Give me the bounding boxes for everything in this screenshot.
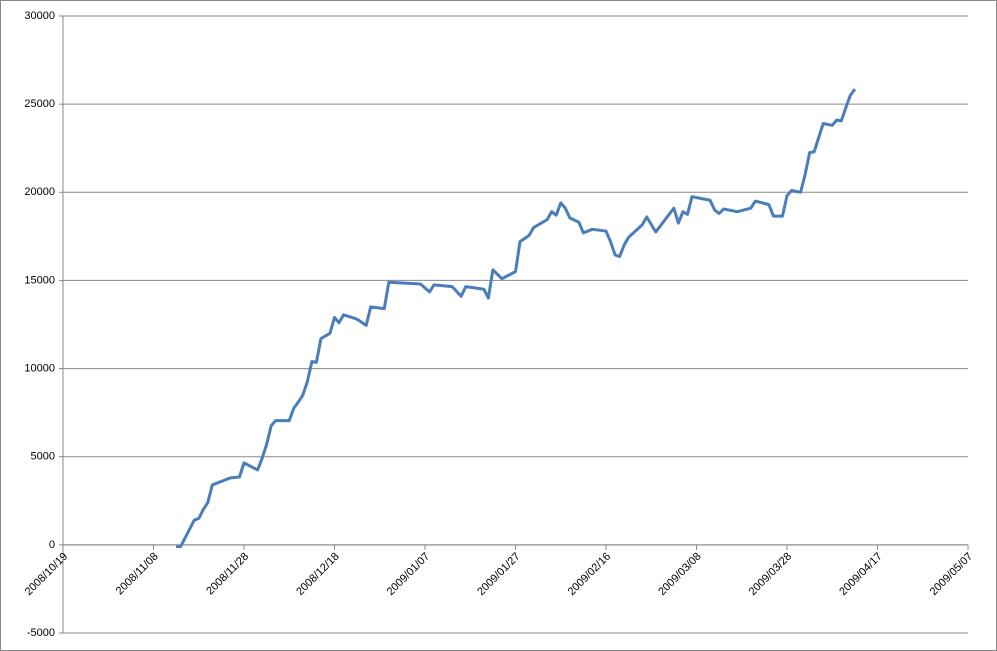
y-tick-label: 25000 xyxy=(24,98,55,110)
y-tick-label: 20000 xyxy=(24,186,55,198)
y-tick-label: 0 xyxy=(49,539,55,551)
y-tick-label: 15000 xyxy=(24,274,55,286)
y-tick-label: -5000 xyxy=(27,627,55,639)
y-tick-label: 5000 xyxy=(31,451,55,463)
y-tick-label: 10000 xyxy=(24,362,55,374)
data-line xyxy=(176,88,857,549)
y-tick-label: 30000 xyxy=(24,10,55,22)
